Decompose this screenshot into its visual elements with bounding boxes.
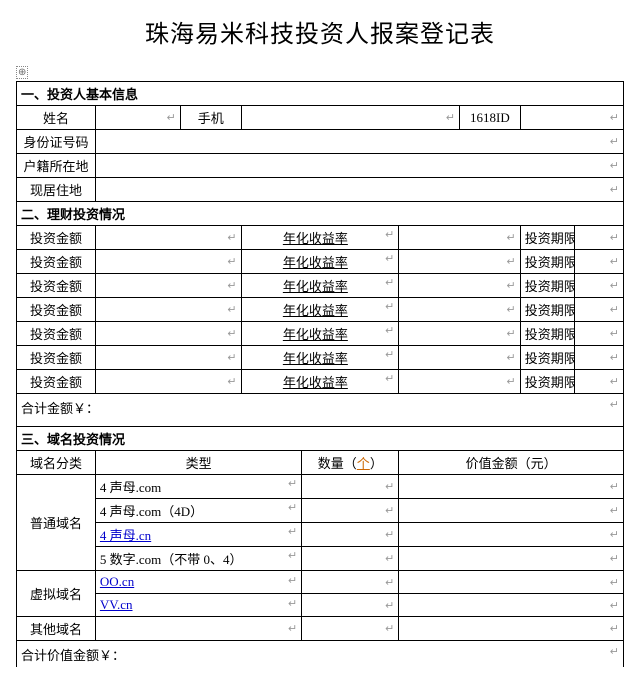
input-invest-term[interactable]: ↵	[575, 250, 624, 274]
domain-qty-cell[interactable]: ↵	[302, 594, 399, 617]
label-phone: 手机	[180, 106, 241, 130]
label-invest-amount: 投资金额	[17, 346, 96, 370]
label-invest-amount: 投资金额	[17, 226, 96, 250]
input-addr[interactable]: ↵	[95, 178, 623, 202]
input-invest-rate[interactable]: ↵	[399, 346, 520, 370]
input-invest-amount[interactable]: ↵	[95, 370, 241, 394]
label-domain-virtual: 虚拟域名	[17, 571, 96, 617]
domain-qty-cell[interactable]: ↵	[302, 571, 399, 594]
label-domain-cat: 域名分类	[17, 451, 96, 475]
page-title: 珠海易米科技投资人报案登记表	[16, 14, 624, 49]
domain-type-link[interactable]: 4 声母.cn	[100, 528, 151, 543]
label-invest-term: 投资期限	[520, 322, 575, 346]
domain-type-cell: 4 声母.com（4D）↵	[95, 499, 301, 523]
label-invest-rate: 年化收益率↵	[241, 250, 399, 274]
input-phone[interactable]: ↵	[241, 106, 459, 130]
domain-value-cell[interactable]: ↵	[399, 523, 624, 547]
domain-type-cell[interactable]: ↵	[95, 617, 301, 641]
label-domain-value: 价值金额（元）	[399, 451, 624, 475]
label-name: 姓名	[17, 106, 96, 130]
label-invest-rate: 年化收益率↵	[241, 346, 399, 370]
input-invest-amount[interactable]: ↵	[95, 250, 241, 274]
domain-value-cell[interactable]: ↵	[399, 594, 624, 617]
input-name[interactable]: ↵	[95, 106, 180, 130]
label-invest-amount: 投资金额	[17, 298, 96, 322]
input-invest-amount[interactable]: ↵	[95, 322, 241, 346]
domain-qty-cell[interactable]: ↵	[302, 523, 399, 547]
domain-qty-cell[interactable]: ↵	[302, 617, 399, 641]
label-invest-rate: 年化收益率↵	[241, 298, 399, 322]
label-hukou: 户籍所在地	[17, 154, 96, 178]
domain-type-link[interactable]: VV.cn	[100, 597, 133, 612]
label-domain-common: 普通域名	[17, 475, 96, 571]
domain-total: 合计价值金额￥：↵	[17, 641, 624, 668]
label-invest-rate: 年化收益率↵	[241, 370, 399, 394]
input-invest-term[interactable]: ↵	[575, 322, 624, 346]
domain-value-cell[interactable]: ↵	[399, 547, 624, 571]
label-1618id: 1618ID	[460, 106, 521, 130]
input-invest-term[interactable]: ↵	[575, 274, 624, 298]
form-table: 一、投资人基本信息 姓名 ↵ 手机 ↵ 1618ID ↵ 身份证号码 ↵ 户籍所…	[16, 81, 624, 667]
label-invest-term: 投资期限	[520, 226, 575, 250]
input-invest-amount[interactable]: ↵	[95, 346, 241, 370]
label-invest-term: 投资期限	[520, 346, 575, 370]
label-invest-amount: 投资金额	[17, 274, 96, 298]
input-1618id[interactable]: ↵	[520, 106, 623, 130]
domain-type-cell: 5 数字.com（不带 0、4）↵	[95, 547, 301, 571]
domain-qty-cell[interactable]: ↵	[302, 499, 399, 523]
section1-header: 一、投资人基本信息	[17, 82, 624, 106]
label-invest-amount: 投资金额	[17, 322, 96, 346]
domain-qty-cell[interactable]: ↵	[302, 475, 399, 499]
domain-type-link[interactable]: OO.cn	[100, 574, 134, 589]
domain-type-cell: OO.cn↵	[95, 571, 301, 594]
domain-type-cell: VV.cn↵	[95, 594, 301, 617]
domain-value-cell[interactable]: ↵	[399, 475, 624, 499]
input-invest-amount[interactable]: ↵	[95, 226, 241, 250]
domain-value-cell[interactable]: ↵	[399, 617, 624, 641]
domain-value-cell[interactable]: ↵	[399, 499, 624, 523]
input-invest-rate[interactable]: ↵	[399, 274, 520, 298]
label-idcard: 身份证号码	[17, 130, 96, 154]
input-invest-term[interactable]: ↵	[575, 370, 624, 394]
label-invest-rate: 年化收益率↵	[241, 226, 399, 250]
input-hukou[interactable]: ↵	[95, 154, 623, 178]
input-invest-term[interactable]: ↵	[575, 346, 624, 370]
section3-header: 三、域名投资情况	[17, 427, 624, 451]
label-invest-rate: 年化收益率↵	[241, 274, 399, 298]
label-domain-qty: 数量（个）	[302, 451, 399, 475]
input-invest-rate[interactable]: ↵	[399, 322, 520, 346]
label-invest-term: 投资期限	[520, 274, 575, 298]
input-invest-rate[interactable]: ↵	[399, 250, 520, 274]
label-invest-rate: 年化收益率↵	[241, 322, 399, 346]
anchor-icon: ⊕	[16, 66, 28, 79]
input-invest-term[interactable]: ↵	[575, 226, 624, 250]
label-invest-term: 投资期限	[520, 298, 575, 322]
input-invest-amount[interactable]: ↵	[95, 274, 241, 298]
input-invest-amount[interactable]: ↵	[95, 298, 241, 322]
label-invest-term: 投资期限	[520, 250, 575, 274]
domain-qty-cell[interactable]: ↵	[302, 547, 399, 571]
domain-type-cell: 4 声母.com↵	[95, 475, 301, 499]
label-invest-term: 投资期限	[520, 370, 575, 394]
label-invest-amount: 投资金额	[17, 370, 96, 394]
label-invest-amount: 投资金额	[17, 250, 96, 274]
label-domain-type: 类型	[95, 451, 301, 475]
input-invest-rate[interactable]: ↵	[399, 226, 520, 250]
input-invest-rate[interactable]: ↵	[399, 298, 520, 322]
label-addr: 现居住地	[17, 178, 96, 202]
section2-header: 二、理财投资情况	[17, 202, 624, 226]
invest-total: 合计金额￥：↵	[17, 394, 624, 421]
domain-value-cell[interactable]: ↵	[399, 571, 624, 594]
domain-type-cell: 4 声母.cn↵	[95, 523, 301, 547]
input-invest-term[interactable]: ↵	[575, 298, 624, 322]
label-domain-other: 其他域名	[17, 617, 96, 641]
input-invest-rate[interactable]: ↵	[399, 370, 520, 394]
input-idcard[interactable]: ↵	[95, 130, 623, 154]
